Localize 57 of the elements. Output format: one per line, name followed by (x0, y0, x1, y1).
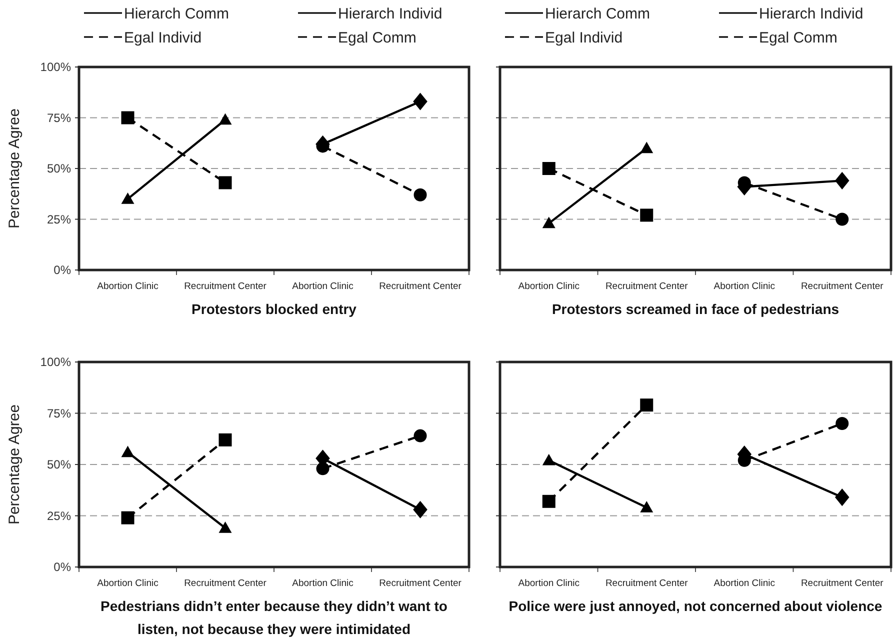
y-tick-label: 25% (46, 212, 72, 226)
legend-label: Egal Individ (124, 29, 202, 46)
point (316, 462, 330, 476)
x-axis-title: Pedestrians didn’t enter because they didn’t want to listen, not because they were intimidated (100, 598, 448, 637)
y-tick-label: 25% (46, 508, 72, 523)
y-tick-label: 75% (46, 110, 72, 125)
point (836, 212, 849, 226)
x-axis-title: Protestors blocked entry (192, 301, 357, 317)
point (834, 488, 850, 506)
point (218, 176, 232, 190)
x-tick-label: Abortion Clinic (714, 578, 776, 589)
point (542, 162, 556, 175)
point (834, 172, 850, 190)
legend-label: Egal Comm (338, 29, 416, 46)
y-tick-label: 100% (40, 355, 72, 370)
point (413, 500, 428, 518)
y-tick-label: 75% (46, 406, 72, 420)
legend-label: Egal Individ (545, 29, 623, 46)
x-tick-label: Abortion Clinic (292, 578, 354, 589)
legend-label: Egal Comm (759, 29, 838, 46)
x-tick-label: Recruitment Center (379, 281, 462, 292)
y-tick-label: 0% (54, 560, 72, 574)
x-tick-label: Recruitment Center (605, 281, 688, 292)
legend-label: Hierarch Comm (545, 5, 650, 22)
y-axis-title: Percentage Agree (6, 108, 23, 229)
x-tick-label: Recruitment Center (605, 578, 688, 589)
point (414, 188, 427, 202)
legend-label: Hierarch Comm (124, 5, 230, 22)
y-tick-label: 50% (46, 162, 72, 176)
x-axis-title: Police were just annoyed, not concerned about violence (508, 598, 882, 614)
x-tick-label: Recruitment Center (379, 578, 462, 589)
x-tick-label: Abortion Clinic (518, 578, 580, 589)
x-tick-label: Recruitment Center (800, 578, 884, 589)
legend-label: Hierarch Individ (338, 5, 442, 22)
point (414, 429, 427, 442)
x-tick-label: Abortion Clinic (97, 281, 159, 292)
point (836, 417, 849, 430)
y-tick-label: 0% (54, 263, 72, 278)
point (121, 511, 134, 524)
point (218, 433, 232, 446)
y-axis-title: Percentage Agree (6, 404, 23, 525)
point (640, 208, 654, 222)
x-tick-label: Abortion Clinic (714, 281, 776, 292)
point (640, 398, 654, 412)
x-tick-label: Abortion Clinic (97, 578, 159, 589)
point (121, 111, 134, 124)
x-tick-label: Recruitment Center (184, 281, 266, 292)
point (542, 494, 556, 508)
point (413, 92, 428, 110)
x-tick-label: Abortion Clinic (292, 281, 354, 292)
x-axis-title: Protestors screamed in face of pedestrians (552, 301, 840, 317)
x-tick-label: Abortion Clinic (518, 281, 580, 292)
x-tick-label: Recruitment Center (184, 578, 266, 589)
y-tick-label: 100% (40, 60, 72, 74)
y-tick-label: 50% (46, 458, 72, 472)
x-tick-label: Recruitment Center (800, 281, 884, 292)
legend-label: Hierarch Individ (759, 5, 864, 22)
